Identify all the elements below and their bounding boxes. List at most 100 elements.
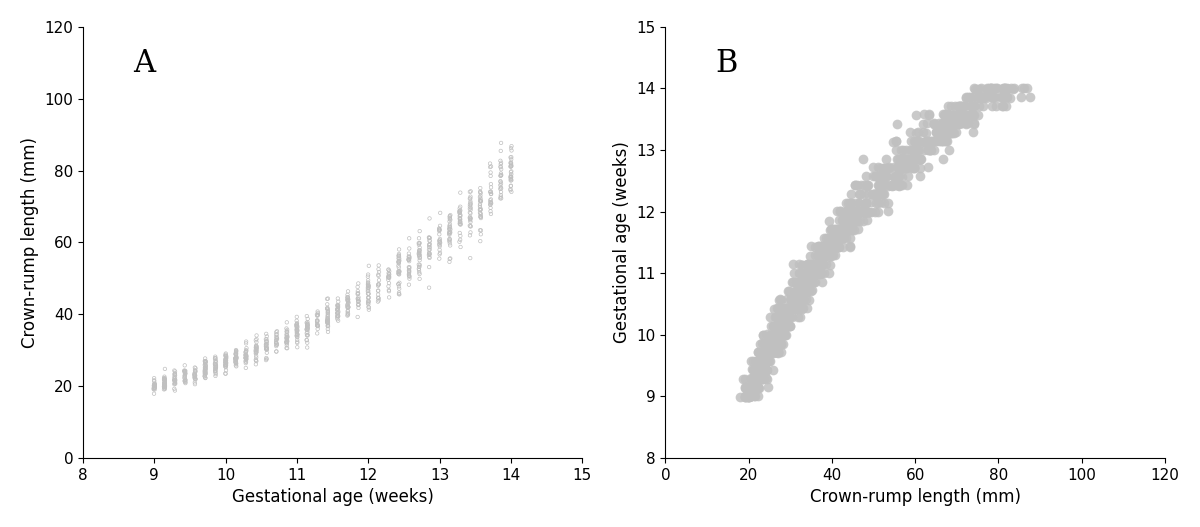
- Point: [1012, 84, 1031, 92]
- Point: [307, 329, 326, 338]
- Point: [911, 155, 930, 163]
- Point: [502, 142, 521, 150]
- Point: [216, 358, 235, 367]
- Point: [328, 311, 347, 320]
- Point: [954, 110, 973, 119]
- Point: [420, 240, 439, 249]
- Point: [318, 314, 337, 323]
- Point: [804, 269, 823, 278]
- Point: [943, 119, 962, 128]
- Point: [288, 338, 307, 346]
- Point: [409, 240, 428, 249]
- Point: [329, 294, 348, 302]
- Point: [923, 137, 942, 145]
- Point: [409, 265, 428, 273]
- Point: [769, 313, 788, 321]
- Point: [763, 330, 782, 338]
- Point: [905, 164, 924, 172]
- Point: [766, 322, 785, 330]
- Point: [842, 225, 862, 233]
- Point: [862, 208, 881, 216]
- Point: [246, 336, 265, 345]
- Point: [823, 234, 842, 242]
- Point: [863, 190, 882, 199]
- Point: [236, 355, 256, 364]
- Point: [359, 289, 378, 298]
- Point: [328, 305, 347, 313]
- Point: [298, 312, 317, 320]
- Point: [830, 226, 850, 234]
- Point: [155, 383, 174, 392]
- Point: [410, 253, 430, 261]
- Point: [227, 361, 246, 369]
- Point: [838, 208, 857, 216]
- Point: [318, 305, 337, 313]
- Point: [440, 241, 460, 250]
- Point: [400, 249, 419, 258]
- Point: [164, 372, 184, 380]
- Point: [906, 145, 925, 154]
- Point: [370, 296, 389, 305]
- Point: [774, 330, 793, 338]
- Point: [400, 272, 419, 281]
- Point: [247, 338, 266, 346]
- Point: [830, 233, 850, 242]
- Point: [450, 207, 469, 215]
- Point: [756, 366, 775, 374]
- Point: [379, 270, 398, 278]
- Point: [730, 392, 749, 401]
- Point: [298, 324, 317, 333]
- Point: [754, 348, 773, 356]
- Point: [970, 93, 989, 102]
- Point: [277, 331, 296, 340]
- Point: [389, 251, 408, 260]
- Point: [492, 171, 511, 179]
- Point: [287, 327, 306, 335]
- Point: [857, 208, 876, 216]
- Point: [781, 295, 800, 304]
- Point: [773, 330, 792, 338]
- Point: [1012, 93, 1031, 101]
- Point: [917, 119, 936, 128]
- Point: [420, 234, 439, 242]
- Point: [763, 348, 782, 356]
- Point: [461, 200, 480, 209]
- Point: [328, 309, 347, 317]
- Point: [227, 350, 246, 358]
- Point: [804, 269, 823, 277]
- Point: [836, 216, 856, 225]
- Point: [175, 370, 194, 378]
- Point: [257, 345, 276, 354]
- Point: [359, 278, 378, 287]
- Point: [298, 328, 317, 336]
- Point: [905, 137, 924, 145]
- Point: [839, 225, 858, 233]
- Point: [872, 181, 892, 189]
- Point: [931, 120, 950, 128]
- Point: [431, 238, 450, 247]
- Point: [964, 84, 983, 92]
- Point: [811, 269, 830, 277]
- Point: [298, 321, 317, 330]
- Point: [809, 251, 828, 259]
- Point: [502, 188, 521, 196]
- Point: [196, 357, 215, 365]
- Point: [318, 317, 337, 325]
- Point: [288, 330, 307, 338]
- Point: [307, 316, 326, 325]
- Point: [451, 232, 470, 240]
- Point: [778, 304, 797, 313]
- Point: [796, 278, 815, 286]
- Point: [502, 162, 521, 170]
- Point: [782, 313, 802, 321]
- Point: [745, 375, 764, 383]
- Point: [450, 208, 469, 216]
- Point: [738, 392, 757, 401]
- Point: [792, 269, 811, 277]
- Point: [389, 280, 408, 288]
- Point: [822, 225, 841, 233]
- Point: [450, 212, 469, 220]
- Point: [773, 313, 792, 321]
- Point: [910, 138, 929, 146]
- Point: [226, 354, 245, 362]
